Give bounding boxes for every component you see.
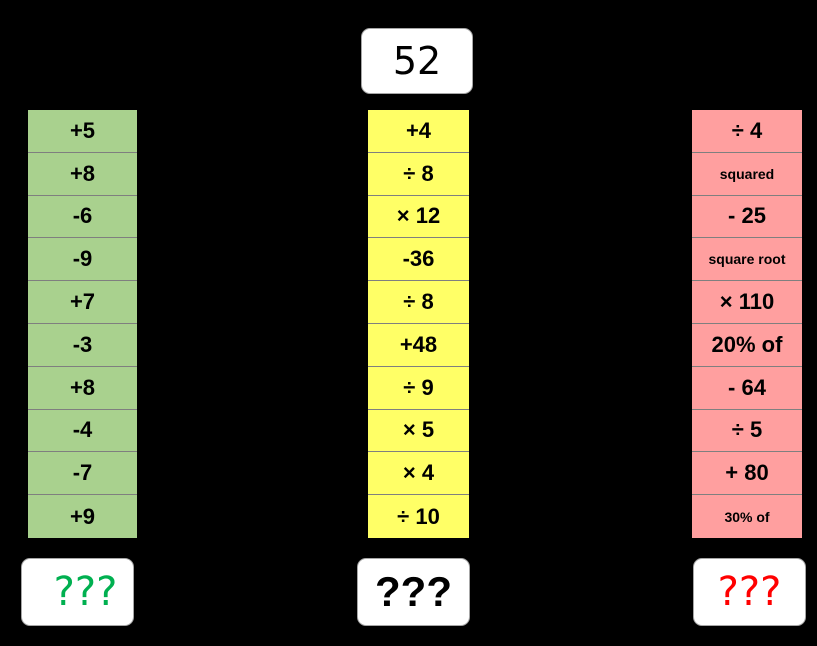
yellow-step-3: × 12	[368, 195, 469, 239]
green-step-3: -6	[28, 195, 137, 239]
red-step-2: squared	[692, 152, 802, 196]
green-step-7: +8	[28, 366, 137, 410]
red-step-4: square root	[692, 238, 802, 282]
green-step-10: +9	[28, 495, 137, 538]
yellow-step-1: +4	[368, 110, 469, 153]
red-answer-box: ???	[693, 558, 806, 626]
yellow-step-7: ÷ 9	[368, 366, 469, 410]
yellow-step-6: +48	[368, 323, 469, 367]
yellow-step-8: × 5	[368, 409, 469, 453]
red-step-8: ÷ 5	[692, 409, 802, 453]
green-column: +5 +8 -6 -9 +7 -3 +8 -4 -7 +9	[28, 110, 137, 538]
green-step-1: +5	[28, 110, 137, 153]
green-step-8: -4	[28, 409, 137, 453]
green-step-9: -7	[28, 452, 137, 496]
yellow-step-5: ÷ 8	[368, 281, 469, 324]
red-step-5: × 110	[692, 281, 802, 324]
red-step-1: ÷ 4	[692, 110, 802, 153]
green-step-4: -9	[28, 238, 137, 282]
green-step-2: +8	[28, 152, 137, 196]
red-step-7: - 64	[692, 366, 802, 410]
red-step-6: 20% of	[692, 323, 802, 367]
red-answer: ???	[717, 569, 782, 615]
start-number-box: 52	[361, 28, 473, 94]
yellow-step-9: × 4	[368, 452, 469, 496]
green-step-6: -3	[28, 323, 137, 367]
green-answer-box: ???	[21, 558, 134, 626]
start-number: 52	[392, 39, 442, 83]
red-step-3: - 25	[692, 195, 802, 239]
red-step-10: 30% of	[692, 495, 802, 538]
green-step-5: +7	[28, 281, 137, 324]
red-column: ÷ 4 squared - 25 square root × 110 20% o…	[692, 110, 802, 538]
yellow-column: +4 ÷ 8 × 12 -36 ÷ 8 +48 ÷ 9 × 5 × 4 ÷ 10	[368, 110, 469, 538]
green-answer: ???	[53, 569, 118, 615]
yellow-answer: ???	[375, 568, 452, 615]
yellow-answer-box: ???	[357, 558, 470, 626]
yellow-step-2: ÷ 8	[368, 152, 469, 196]
red-step-9: + 80	[692, 452, 802, 496]
yellow-step-4: -36	[368, 238, 469, 282]
yellow-step-10: ÷ 10	[368, 495, 469, 538]
